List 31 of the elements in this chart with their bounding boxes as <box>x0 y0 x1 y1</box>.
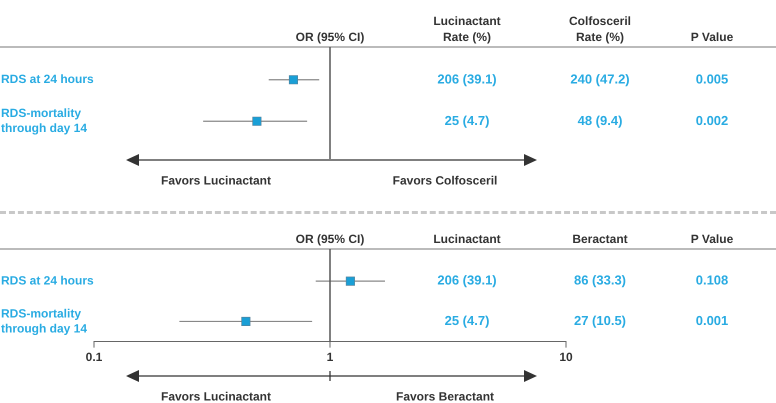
text: 240 (47.2) <box>570 71 630 86</box>
text: Lucinactant <box>433 232 501 246</box>
text: P Value <box>690 232 734 246</box>
x-tick-label: 1 <box>326 350 334 364</box>
text: 48 (9.4) <box>578 112 622 128</box>
y-tick-label: RDS-mortality through day 14 <box>1 106 88 136</box>
text: 27 (10.5) <box>574 313 626 328</box>
text: Favors Lucinactant <box>160 173 272 188</box>
annotation: 206 (39.1) <box>437 71 497 86</box>
annotation: 25 (4.7) <box>444 313 490 328</box>
text: Favors Colfosceril <box>392 173 498 188</box>
x-tick-label: 10 <box>559 350 573 364</box>
text: Favors Lucinactant <box>160 389 272 403</box>
x-axis-title: OR (95% CI) <box>296 232 364 246</box>
text: P Value <box>690 30 734 44</box>
text: 0.108 <box>696 272 728 288</box>
annotation: 206 (39.1) <box>437 272 497 288</box>
x-axis-title: OR (95% CI) <box>296 30 364 44</box>
text: Lucinactant Rate (%) <box>433 14 501 44</box>
text: Favors Beractant <box>396 389 494 403</box>
text: 0.002 <box>696 112 728 128</box>
y-tick-label: RDS at 24 hours <box>1 273 94 288</box>
text: 86 (33.3) <box>574 272 626 288</box>
y-tick-label: RDS-mortality through day 14 <box>1 306 88 336</box>
text: 0.005 <box>696 71 728 86</box>
annotation: 25 (4.7) <box>444 112 490 128</box>
text: 0.001 <box>696 313 728 328</box>
text: Colfosceril Rate (%) <box>568 14 632 44</box>
x-tick-label: 0.1 <box>86 350 103 364</box>
y-tick-label: RDS at 24 hours <box>1 72 94 86</box>
text: Beractant <box>572 232 628 246</box>
